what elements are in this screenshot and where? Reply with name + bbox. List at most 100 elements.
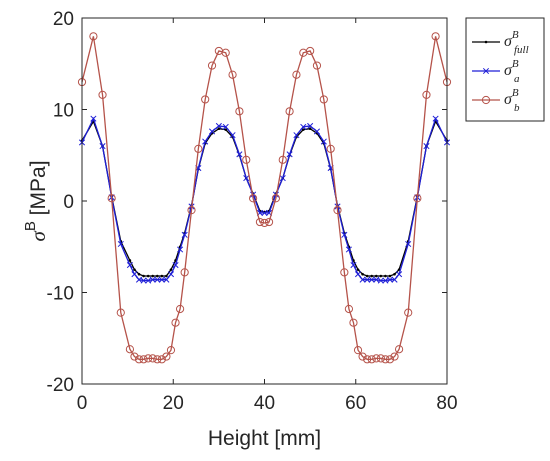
- data-point: [187, 206, 196, 215]
- data-point: [326, 144, 335, 153]
- series-line: [81, 36, 448, 360]
- data-point: [151, 274, 155, 278]
- data-point: [381, 355, 390, 364]
- data-point: [207, 61, 217, 70]
- data-point: [391, 276, 398, 283]
- data-point: [255, 217, 265, 227]
- data-point: [177, 246, 184, 253]
- data-point: [278, 155, 287, 164]
- legend-entry-full: σB full: [472, 29, 529, 56]
- data-point: [126, 261, 133, 269]
- data-point: [160, 274, 164, 278]
- data-point: [345, 246, 352, 253]
- data-point: [423, 143, 430, 150]
- data-point: [382, 277, 389, 284]
- data-point: [107, 194, 116, 203]
- data-point: [344, 304, 354, 314]
- data-point: [181, 231, 188, 238]
- data-point: [221, 48, 230, 57]
- data-point: [201, 95, 210, 104]
- data-point: [384, 274, 387, 278]
- legend: σB full σB a σB b: [465, 17, 545, 122]
- data-point: [163, 276, 170, 283]
- data-point: [222, 123, 229, 130]
- legend-label: σB a: [504, 58, 520, 85]
- data-point: [165, 274, 168, 278]
- legend-marker: [482, 67, 490, 75]
- data-point: [292, 70, 301, 79]
- legend-entry-a: σB a: [472, 58, 520, 85]
- data-point: [353, 346, 363, 355]
- data-point: [89, 32, 98, 41]
- y-axis-label: σB [MPa]: [22, 160, 50, 241]
- data-point: [385, 355, 395, 364]
- legend-entry-b: σB b: [472, 87, 520, 114]
- data-point: [134, 355, 144, 364]
- data-point: [217, 127, 221, 131]
- data-point: [261, 209, 268, 216]
- y-tick-label: -10: [47, 284, 74, 305]
- data-point: [130, 352, 139, 361]
- data-point: [98, 90, 107, 99]
- data-point: [340, 268, 349, 277]
- data-point: [99, 143, 106, 150]
- data-point: [386, 276, 394, 283]
- data-point: [148, 354, 157, 363]
- data-point: [243, 175, 250, 182]
- data-point: [404, 308, 413, 317]
- data-point: [286, 151, 293, 158]
- data-point: [158, 276, 165, 283]
- data-point: [396, 271, 403, 278]
- data-point: [405, 240, 412, 248]
- x-tick-label: 20: [163, 393, 184, 414]
- data-point: [172, 261, 179, 269]
- data-point: [235, 107, 244, 116]
- data-point: [379, 274, 383, 278]
- data-point: [390, 352, 399, 361]
- data-point: [146, 274, 150, 278]
- data-point: [144, 354, 153, 363]
- y-tick-label: -20: [47, 375, 74, 396]
- data-point: [354, 271, 362, 278]
- data-point: [116, 308, 125, 317]
- data-point: [372, 354, 381, 363]
- data-point: [422, 90, 431, 99]
- data-point: [306, 46, 315, 56]
- series-b: [77, 32, 452, 364]
- legend-label: σB full: [504, 29, 529, 56]
- data-point: [349, 318, 358, 327]
- series-layer: [77, 32, 452, 364]
- data-point: [364, 276, 371, 283]
- data-point: [153, 355, 162, 364]
- data-point: [145, 277, 152, 284]
- data-point: [377, 277, 384, 284]
- data-point: [376, 354, 385, 363]
- data-point: [367, 355, 376, 364]
- data-point: [293, 132, 300, 139]
- data-point: [319, 95, 328, 104]
- data-point: [279, 175, 286, 182]
- data-point: [133, 268, 136, 271]
- data-point: [175, 304, 185, 314]
- data-point: [117, 240, 124, 248]
- data-point: [368, 276, 375, 283]
- data-point: [162, 352, 171, 361]
- data-point: [358, 352, 367, 361]
- data-point: [140, 277, 147, 284]
- data-point: [139, 355, 148, 364]
- x-tick-label: 40: [254, 393, 275, 414]
- data-point: [166, 346, 176, 355]
- data-point: [271, 194, 281, 203]
- plot-background: [82, 18, 447, 384]
- data-point: [432, 115, 439, 122]
- data-point: [350, 261, 357, 269]
- data-point: [413, 194, 422, 203]
- data-point: [180, 268, 189, 277]
- data-point: [394, 345, 404, 354]
- x-tick-label: 80: [436, 393, 457, 414]
- data-point: [374, 274, 378, 278]
- data-point: [301, 128, 305, 131]
- data-point: [320, 138, 327, 145]
- data-point: [370, 274, 374, 278]
- y-tick-label: 10: [53, 101, 74, 122]
